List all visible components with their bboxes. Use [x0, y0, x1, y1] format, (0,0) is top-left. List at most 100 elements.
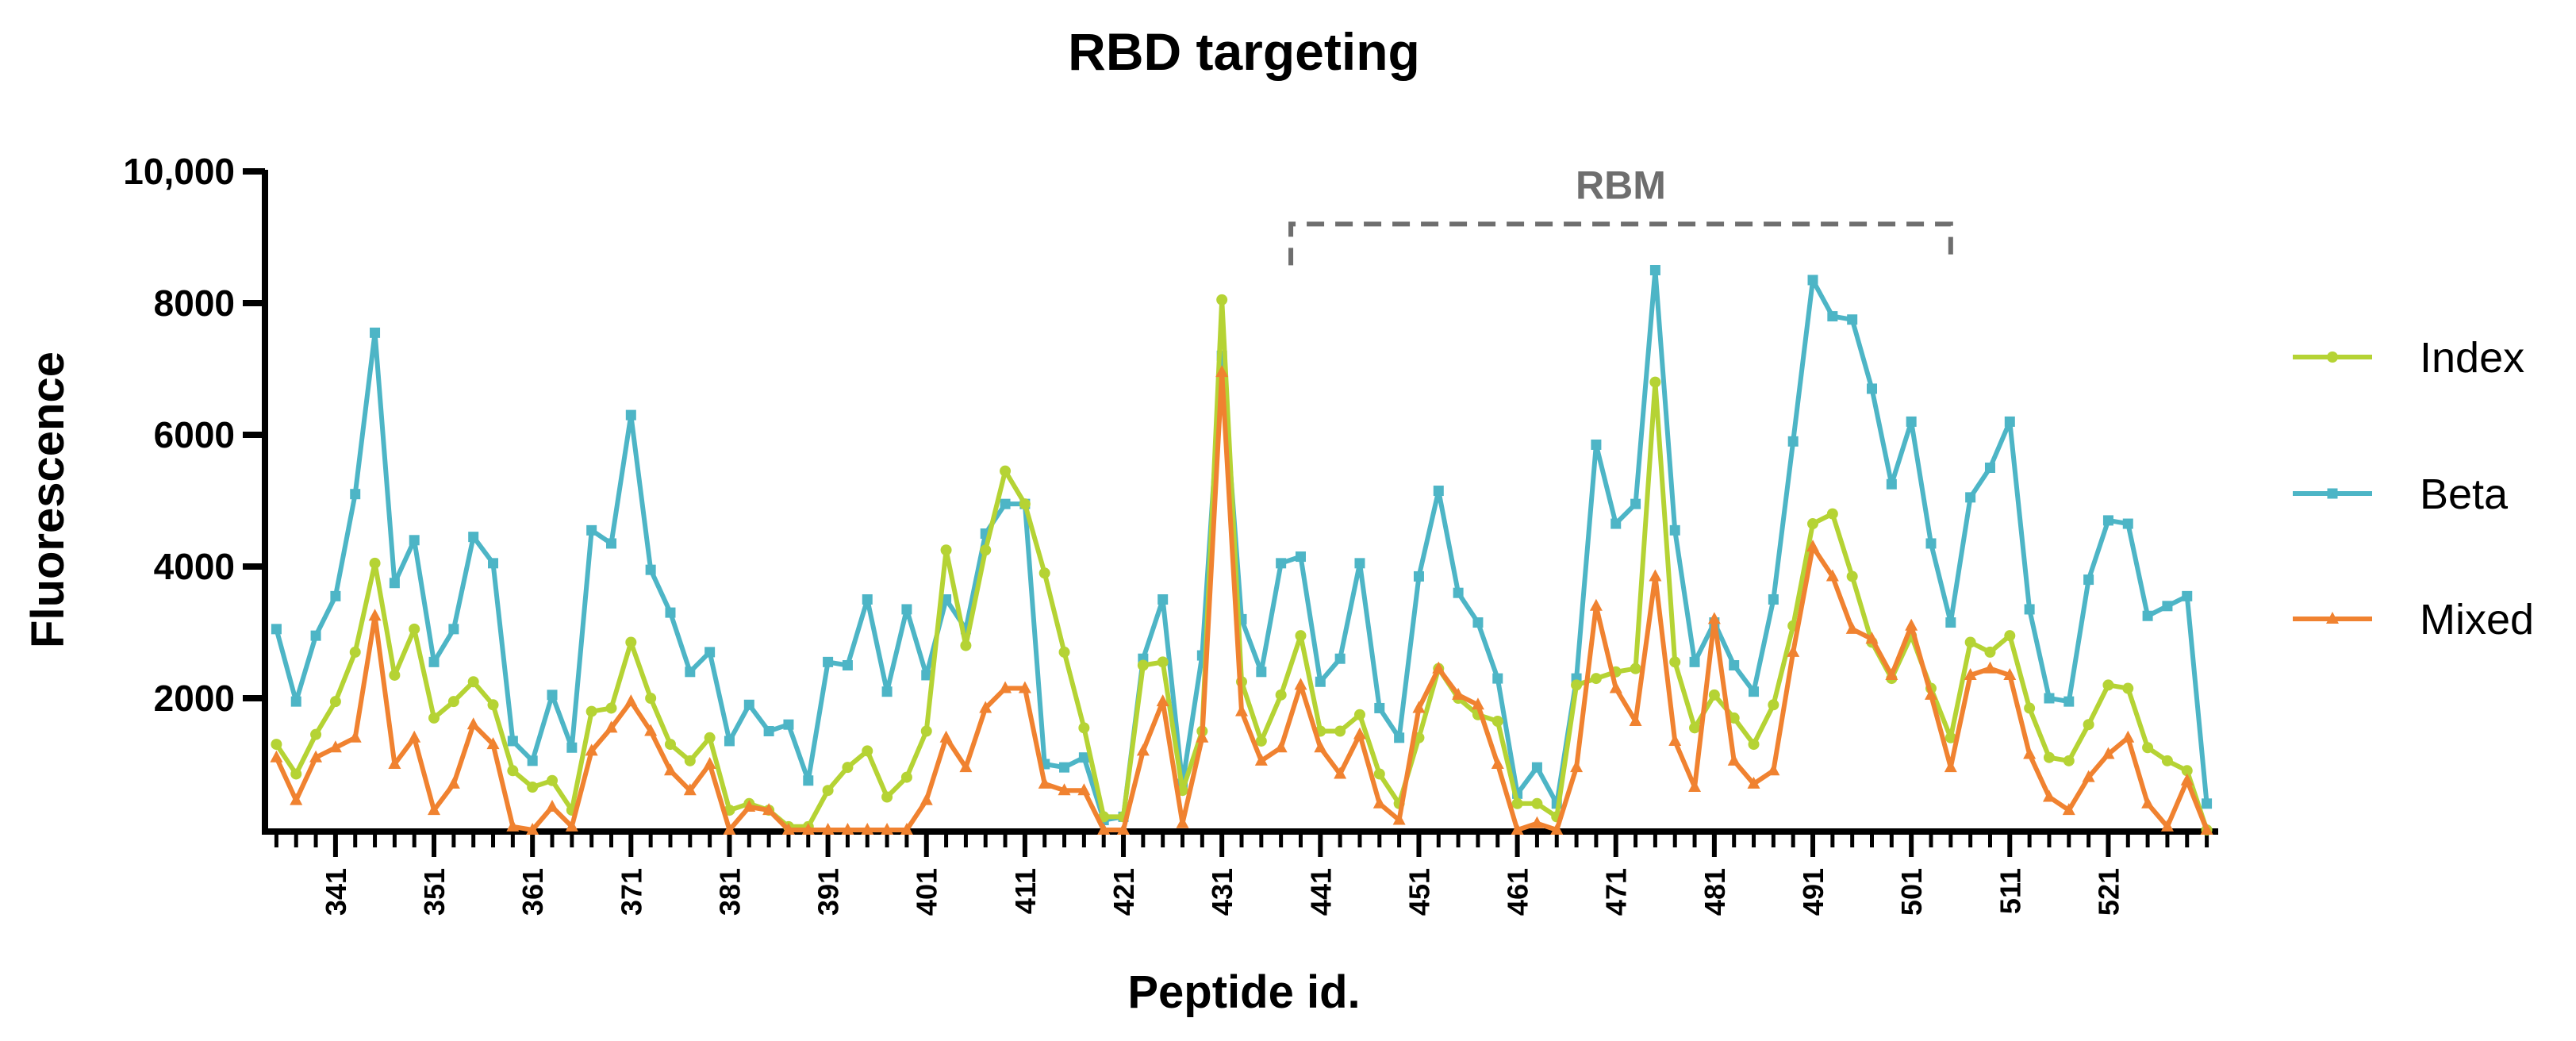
index-point-89 — [2024, 702, 2036, 714]
beta-point-10 — [468, 532, 479, 543]
x-tick-label: 521 — [2092, 868, 2125, 916]
mixed-point-25 — [762, 803, 776, 816]
index-point-39 — [1038, 567, 1050, 579]
mixed-point-51 — [1274, 740, 1288, 753]
index-point-12 — [507, 765, 519, 777]
mixed-point-71 — [1668, 733, 1682, 746]
y-tick-label: 8000 — [154, 282, 235, 324]
beta-point-90 — [2044, 693, 2055, 704]
series-index — [271, 294, 2213, 835]
beta-point-84 — [1925, 538, 1937, 549]
mixed-point-77 — [1787, 644, 1800, 657]
series-mixed — [270, 365, 2213, 835]
x-tick-label: 381 — [713, 868, 746, 916]
mixed-point-90 — [2042, 789, 2056, 802]
index-point-48 — [1216, 294, 1228, 305]
index-point-51 — [1275, 689, 1287, 701]
beta-point-23 — [724, 736, 735, 747]
beta-point-32 — [901, 604, 912, 615]
mixed-point-93 — [2102, 747, 2115, 759]
beta-point-80 — [1847, 314, 1858, 325]
beta-point-34 — [941, 594, 952, 605]
index-point-11 — [487, 699, 499, 711]
y-tick-label: 4000 — [154, 546, 235, 587]
index-point-93 — [2102, 679, 2114, 691]
rbm-label: RBM — [1576, 163, 1666, 207]
mixed-point-89 — [2023, 747, 2037, 759]
mixed-point-95 — [2141, 796, 2155, 809]
index-point-73 — [1708, 689, 1720, 701]
mixed-point-78 — [1806, 540, 1820, 552]
beta-point-13 — [527, 755, 538, 766]
index-point-92 — [2083, 719, 2094, 731]
index-point-56 — [1373, 768, 1385, 780]
index-point-6 — [389, 669, 401, 681]
index-point-44 — [1137, 659, 1149, 671]
index-point-41 — [1078, 722, 1090, 734]
index-point-95 — [2142, 742, 2154, 754]
mixed-point-1 — [290, 793, 303, 805]
mixed-point-96 — [2160, 819, 2174, 832]
beta-point-11 — [488, 558, 499, 569]
mixed-point-97 — [2180, 773, 2194, 786]
mixed-point-47 — [1196, 730, 1209, 743]
mixed-point-65 — [1550, 823, 1564, 835]
mixed-point-29 — [841, 823, 854, 835]
index-point-86 — [1964, 636, 1976, 648]
mixed-point-43 — [1117, 823, 1131, 835]
index-point-75 — [1748, 739, 1760, 751]
beta-point-57 — [1394, 732, 1405, 743]
mixed-point-13 — [526, 823, 539, 835]
x-tick-label: 341 — [320, 868, 352, 916]
beta-point-78 — [1807, 275, 1818, 286]
x-tick-label: 491 — [1797, 868, 1829, 916]
mixed-point-46 — [1176, 816, 1189, 828]
beta-point-50 — [1256, 666, 1267, 678]
mixed-point-10 — [466, 717, 480, 730]
index-point-63 — [1511, 797, 1523, 809]
index-point-67 — [1590, 673, 1602, 685]
beta-point-31 — [881, 686, 893, 697]
mixed-point-81 — [1865, 632, 1879, 644]
chart-title: RBD targeting — [1068, 22, 1420, 81]
x-tick-label: 501 — [1895, 868, 1928, 916]
series-beta — [271, 265, 2213, 826]
index-point-80 — [1846, 570, 1858, 582]
index-point-32 — [900, 771, 912, 783]
mixed-point-14 — [546, 799, 559, 812]
mixed-point-33 — [919, 793, 933, 805]
mixed-point-83 — [1905, 618, 1918, 631]
beta-point-93 — [2102, 515, 2113, 526]
y-tick-label: 10,000 — [123, 151, 235, 192]
beta-point-41 — [1078, 752, 1089, 763]
mixed-point-36 — [979, 701, 992, 713]
beta-point-5 — [370, 327, 381, 338]
mixed-point-44 — [1136, 743, 1150, 756]
index-point-40 — [1058, 646, 1070, 658]
beta-point-54 — [1334, 653, 1346, 664]
mixed-point-54 — [1334, 766, 1347, 779]
mixed-point-79 — [1825, 569, 1839, 582]
legend-mixed-point-0 — [2326, 612, 2339, 624]
x-tick-label: 461 — [1502, 868, 1534, 916]
mixed-point-40 — [1058, 783, 1071, 796]
mixed-point-17 — [605, 720, 618, 733]
beta-point-24 — [743, 699, 754, 710]
mixed-point-68 — [1609, 681, 1622, 693]
legend-label-mixed: Mixed — [2420, 596, 2534, 643]
mixed-point-57 — [1392, 812, 1406, 825]
index-point-30 — [862, 745, 873, 757]
beta-point-75 — [1749, 686, 1760, 697]
index-point-9 — [447, 696, 459, 708]
mixed-point-15 — [565, 819, 578, 832]
beta-point-52 — [1295, 551, 1306, 563]
beta-point-53 — [1315, 676, 1326, 687]
x-tick-label: 361 — [516, 868, 549, 916]
mixed-point-64 — [1530, 816, 1544, 828]
beta-point-87 — [1984, 463, 1995, 473]
mixed-point-82 — [1885, 667, 1898, 680]
mixed-point-11 — [486, 737, 500, 750]
mixed-point-53 — [1314, 740, 1327, 753]
index-point-3 — [329, 696, 341, 708]
beta-point-82 — [1886, 478, 1897, 490]
